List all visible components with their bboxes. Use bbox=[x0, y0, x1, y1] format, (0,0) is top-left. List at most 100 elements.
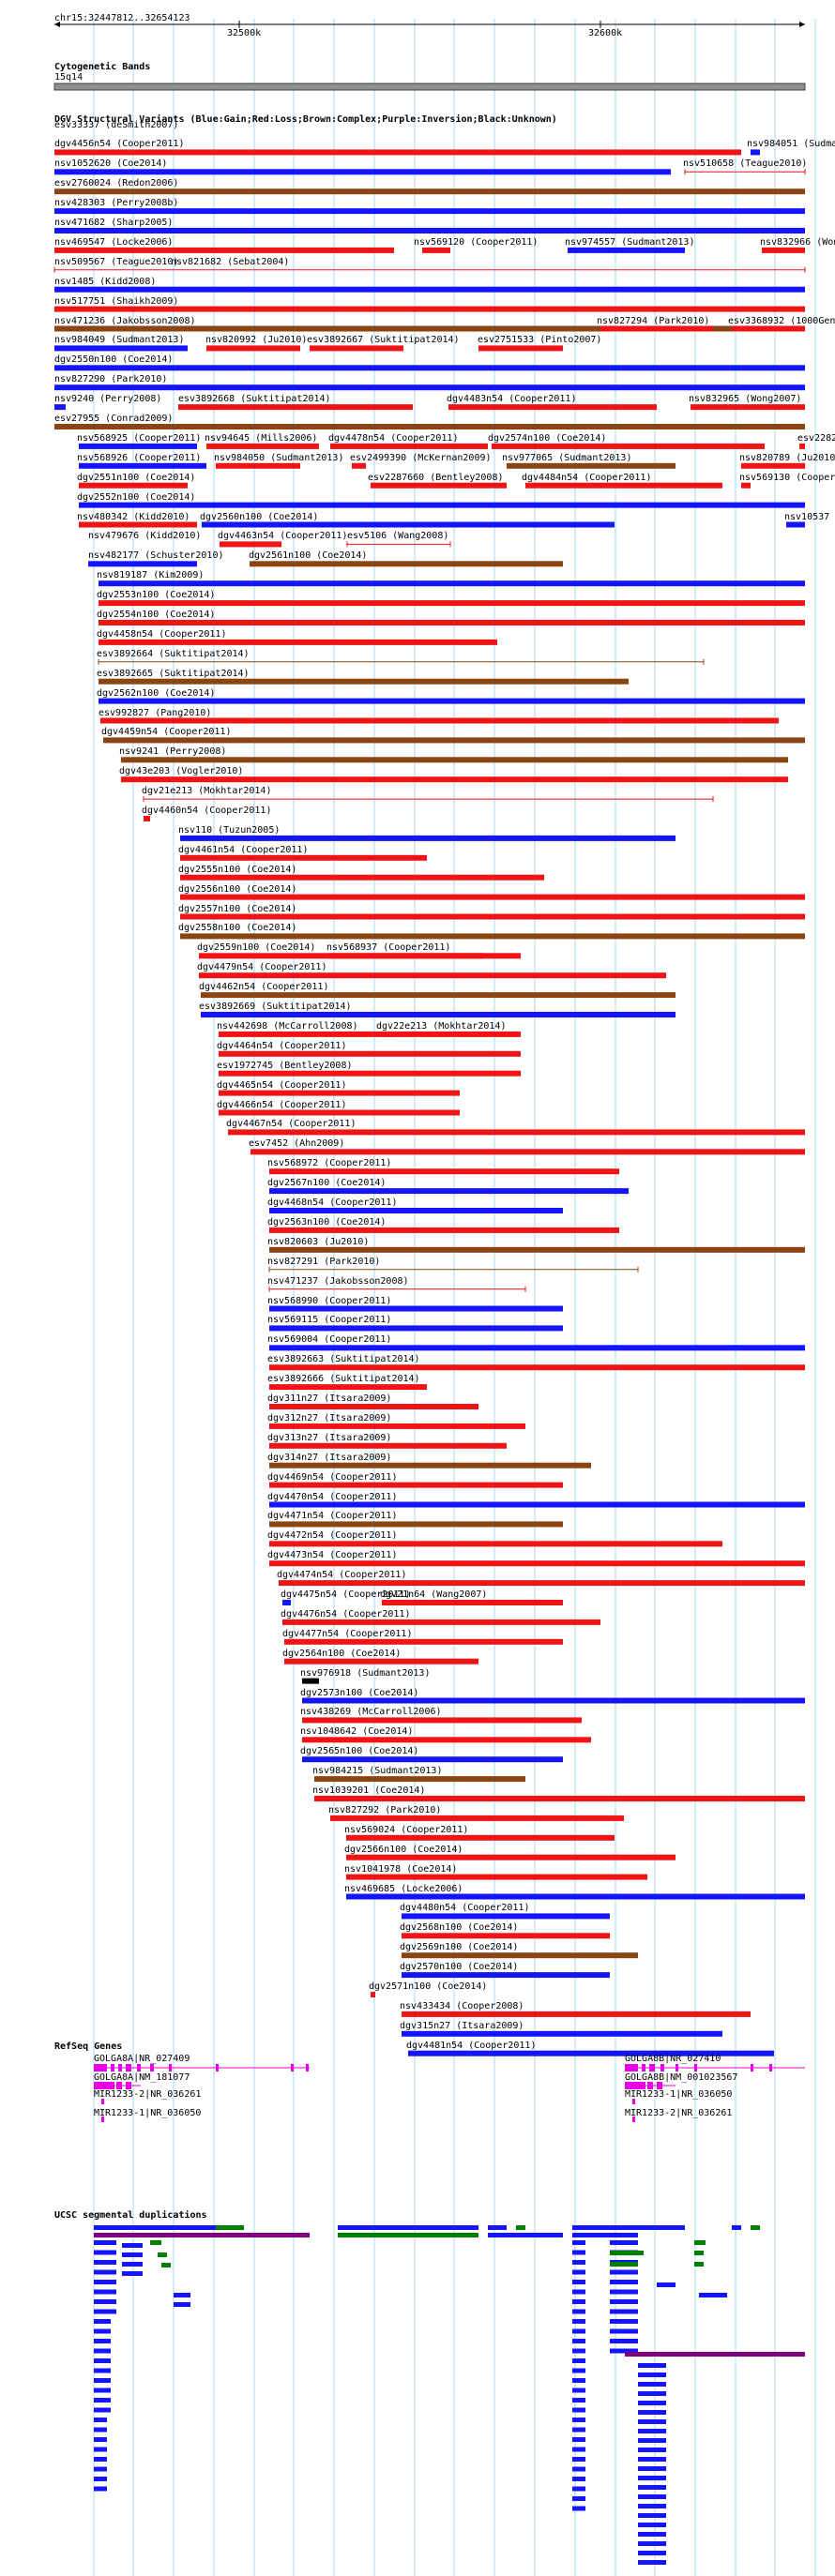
dgv-feature-label[interactable]: dgv4474n54 (Cooper2011) bbox=[277, 1570, 407, 1581]
dgv-feature-label[interactable]: dgv313n27 (Itsara2009) bbox=[267, 1432, 392, 1443]
dgv-feature-label[interactable]: esv3892666 (Suktitipat2014) bbox=[267, 1374, 420, 1385]
dgv-feature-label[interactable]: esv2282 bbox=[797, 432, 835, 444]
dgv-feature-label[interactable]: dgv4466n54 (Cooper2011) bbox=[217, 1099, 347, 1110]
dgv-feature-label[interactable]: nsv568925 (Cooper2011) bbox=[77, 432, 202, 444]
dgv-feature-label[interactable]: esv3892668 (Suktitipat2014) bbox=[178, 394, 331, 405]
dgv-feature-label[interactable]: nsv821682 (Sebat2004) bbox=[171, 256, 290, 267]
dgv-feature-label[interactable]: esv3892665 (Suktitipat2014) bbox=[97, 668, 250, 679]
dgv-feature-label[interactable]: dgv2559n100 (Coe2014) bbox=[197, 942, 316, 954]
dgv-feature-label[interactable]: nsv569130 (Cooper2011) bbox=[739, 472, 835, 483]
dgv-feature-label[interactable]: dgv2574n100 (Coe2014) bbox=[488, 432, 607, 444]
dgv-feature-label[interactable]: dgv2571n100 (Coe2014) bbox=[369, 1981, 488, 1992]
gene-label[interactable]: MIR1233-2|NR_036261 bbox=[94, 2089, 202, 2100]
dgv-feature-label[interactable]: esv5106 (Wang2008) bbox=[347, 531, 449, 542]
dgv-feature-label[interactable]: nsv438269 (McCarroll2006) bbox=[300, 1707, 442, 1718]
dgv-feature-label[interactable]: nsv479676 (Kidd2010) bbox=[88, 531, 202, 542]
dgv-feature-label[interactable]: nsv568926 (Cooper2011) bbox=[77, 452, 202, 463]
dgv-feature-label[interactable]: dgv2567n100 (Coe2014) bbox=[267, 1178, 387, 1189]
dgv-feature-label[interactable]: esv7452 (Ahn2009) bbox=[249, 1138, 345, 1150]
dgv-feature-label[interactable]: nsv984051 (Sudmant2013) bbox=[747, 139, 835, 150]
dgv-feature-label[interactable]: esv3892667 (Suktitipat2014) bbox=[307, 335, 460, 346]
dgv-feature-label[interactable]: nsv1052620 (Coe2014) bbox=[54, 158, 168, 170]
dgv-feature-label[interactable]: nsv10537 bbox=[784, 511, 830, 522]
dgv-feature-label[interactable]: dgv315n27 (Itsara2009) bbox=[400, 2020, 524, 2031]
dgv-feature-label[interactable]: nsv1048642 (Coe2014) bbox=[300, 1726, 414, 1738]
dgv-feature-label[interactable]: nsv568990 (Cooper2011) bbox=[267, 1295, 392, 1306]
dgv-feature-label[interactable]: dgv2554n100 (Coe2014) bbox=[97, 610, 216, 620]
dgv-feature-label[interactable]: nsv568937 (Cooper2011) bbox=[326, 942, 451, 954]
dgv-feature-label[interactable]: nsv510658 (Teague2010) bbox=[683, 158, 808, 170]
dgv-feature-label[interactable]: dgv4456n54 (Cooper2011) bbox=[54, 139, 185, 150]
dgv-feature-label[interactable]: dgv2560n100 (Coe2014) bbox=[200, 511, 319, 522]
dgv-feature-label[interactable]: dgv4479n54 (Cooper2011) bbox=[197, 962, 327, 973]
dgv-feature-label[interactable]: nsv984215 (Sudmant2013) bbox=[312, 1766, 443, 1777]
dgv-feature-label[interactable]: esv33337 (deSmith2007) bbox=[54, 119, 179, 130]
gene-label[interactable]: GOLGA8B|NR_027410 bbox=[625, 2054, 721, 2064]
dgv-feature-label[interactable]: esv3892664 (Suktitipat2014) bbox=[97, 648, 250, 659]
dgv-feature-label[interactable]: dgv4461n54 (Cooper2011) bbox=[178, 844, 309, 855]
dgv-feature-label[interactable]: dgv2552n100 (Coe2014) bbox=[77, 491, 196, 503]
dgv-feature-label[interactable]: nsv569004 (Cooper2011) bbox=[267, 1334, 392, 1346]
dgv-feature-label[interactable]: nsv827290 (Park2010) bbox=[54, 374, 168, 385]
cytoband-track-title[interactable]: Cytogenetic Bands bbox=[54, 62, 151, 72]
dgv-feature-label[interactable]: nsv984050 (Sudmant2013) bbox=[214, 452, 344, 463]
dgv-feature-label[interactable]: dgv4467n54 (Cooper2011) bbox=[226, 1119, 357, 1130]
dgv-feature-label[interactable]: dgv4460n54 (Cooper2011) bbox=[142, 806, 272, 816]
dgv-feature-label[interactable]: esv992827 (Pang2010) bbox=[99, 707, 212, 718]
dgv-feature-label[interactable]: nsv819187 (Kim2009) bbox=[97, 570, 205, 581]
dgv-feature-label[interactable]: dgv2555n100 (Coe2014) bbox=[178, 864, 297, 875]
dgv-feature-label[interactable]: esv3892669 (Suktitipat2014) bbox=[199, 1002, 352, 1012]
dgv-feature-label[interactable]: dgv2557n100 (Coe2014) bbox=[178, 903, 297, 914]
dgv-feature-label[interactable]: dgv311n27 (Itsara2009) bbox=[267, 1393, 392, 1404]
dgv-feature-label[interactable]: dgv2568n100 (Coe2014) bbox=[400, 1922, 519, 1934]
dgv-feature-label[interactable]: nsv517751 (Shaikh2009) bbox=[54, 295, 179, 307]
dgv-feature-label[interactable]: dgv312n27 (Itsara2009) bbox=[267, 1412, 392, 1424]
dgv-feature-label[interactable]: nsv984049 (Sudmant2013) bbox=[54, 335, 185, 346]
dgv-feature-label[interactable]: dgv4481n54 (Cooper2011) bbox=[406, 2040, 537, 2051]
dgv-feature-label[interactable]: dgv4465n54 (Cooper2011) bbox=[217, 1079, 347, 1091]
dgv-feature-label[interactable]: nsv977065 (Sudmant2013) bbox=[502, 452, 632, 463]
dgv-feature-label[interactable]: dgv2564n100 (Coe2014) bbox=[282, 1648, 402, 1659]
dgv-feature-label[interactable]: esv3368932 (1000Genomes) bbox=[728, 315, 835, 326]
dgv-feature-label[interactable]: nsv827292 (Park2010) bbox=[328, 1804, 442, 1815]
refseq-track-title[interactable]: RefSeq Genes bbox=[54, 2041, 123, 2052]
dgv-feature-label[interactable]: dgv2562n100 (Coe2014) bbox=[97, 687, 216, 699]
dgv-feature-label[interactable]: nsv509567 (Teague2010) bbox=[54, 256, 179, 267]
dgv-feature-label[interactable]: nsv1041978 (Coe2014) bbox=[344, 1863, 458, 1875]
dgv-feature-label[interactable]: nsv482177 (Schuster2010) bbox=[88, 550, 224, 562]
dgv-feature-label[interactable]: dgv314n27 (Itsara2009) bbox=[267, 1452, 392, 1463]
dgv-feature-label[interactable]: nsv976918 (Sudmant2013) bbox=[300, 1667, 431, 1679]
gene-label[interactable]: GOLGA8B|NM_001023567 bbox=[625, 2072, 738, 2083]
dgv-feature-label[interactable]: nsv569024 (Cooper2011) bbox=[344, 1824, 469, 1835]
gene-label[interactable]: MIR1233-1|NR_036050 bbox=[625, 2089, 733, 2100]
dgv-feature-label[interactable]: dgv22e213 (Mokhtar2014) bbox=[376, 1020, 507, 1032]
dgv-feature-label[interactable]: nsv110 (Tuzun2005) bbox=[178, 824, 281, 836]
dgv-feature-label[interactable]: esv2751533 (Pinto2007) bbox=[478, 335, 602, 346]
dgv-feature-label[interactable]: dgv4473n54 (Cooper2011) bbox=[267, 1550, 398, 1561]
dgv-feature-label[interactable]: dgv2561n100 (Coe2014) bbox=[249, 550, 368, 562]
dgv-feature-label[interactable]: nsv1485 (Kidd2008) bbox=[54, 276, 157, 287]
gene-label[interactable]: MIR1233-2|NR_036261 bbox=[625, 2108, 733, 2118]
dgv-feature-label[interactable]: nsv827294 (Park2010) bbox=[597, 315, 710, 326]
dgv-feature-label[interactable]: dgv2556n100 (Coe2014) bbox=[178, 883, 297, 895]
dgv-feature-label[interactable]: dgv4459n54 (Cooper2011) bbox=[101, 727, 232, 738]
dgv-feature-label[interactable]: dgv4469n54 (Cooper2011) bbox=[267, 1471, 398, 1483]
dgv-feature-label[interactable]: dgv2573n100 (Coe2014) bbox=[300, 1687, 419, 1698]
segdup-track-title[interactable]: UCSC segmental duplications bbox=[54, 2210, 207, 2221]
dgv-feature-label[interactable]: nsv471682 (Sharp2005) bbox=[54, 218, 174, 228]
dgv-feature-label[interactable]: dgv4484n54 (Cooper2011) bbox=[522, 472, 652, 483]
dgv-feature-label[interactable]: nsv469547 (Locke2006) bbox=[54, 236, 174, 248]
dgv-feature-label[interactable]: esv27955 (Conrad2009) bbox=[54, 414, 174, 424]
dgv-feature-label[interactable]: nsv1039201 (Coe2014) bbox=[312, 1785, 426, 1796]
gene-label[interactable]: GOLGA8A|NR_027409 bbox=[94, 2054, 190, 2064]
dgv-feature-label[interactable]: esv1972745 (Bentley2008) bbox=[217, 1060, 353, 1071]
dgv-feature-label[interactable]: dgv4464n54 (Cooper2011) bbox=[217, 1040, 347, 1051]
dgv-feature-label[interactable]: nsv471237 (Jakobsson2008) bbox=[267, 1275, 409, 1287]
gene-label[interactable]: MIR1233-1|NR_036050 bbox=[94, 2108, 202, 2118]
dgv-feature-label[interactable]: dgv4470n54 (Cooper2011) bbox=[267, 1491, 398, 1502]
dgv-feature-label[interactable]: esv3892663 (Suktitipat2014) bbox=[267, 1354, 420, 1365]
dgv-feature-label[interactable]: nsv9241 (Perry2008) bbox=[119, 746, 227, 758]
dgv-feature-label[interactable]: nsv9240 (Perry2008) bbox=[54, 394, 162, 405]
dgv-feature-label[interactable]: dgv4463n54 (Cooper2011) bbox=[218, 531, 348, 542]
dgv-feature-label[interactable]: dgv2566n100 (Coe2014) bbox=[344, 1844, 463, 1855]
